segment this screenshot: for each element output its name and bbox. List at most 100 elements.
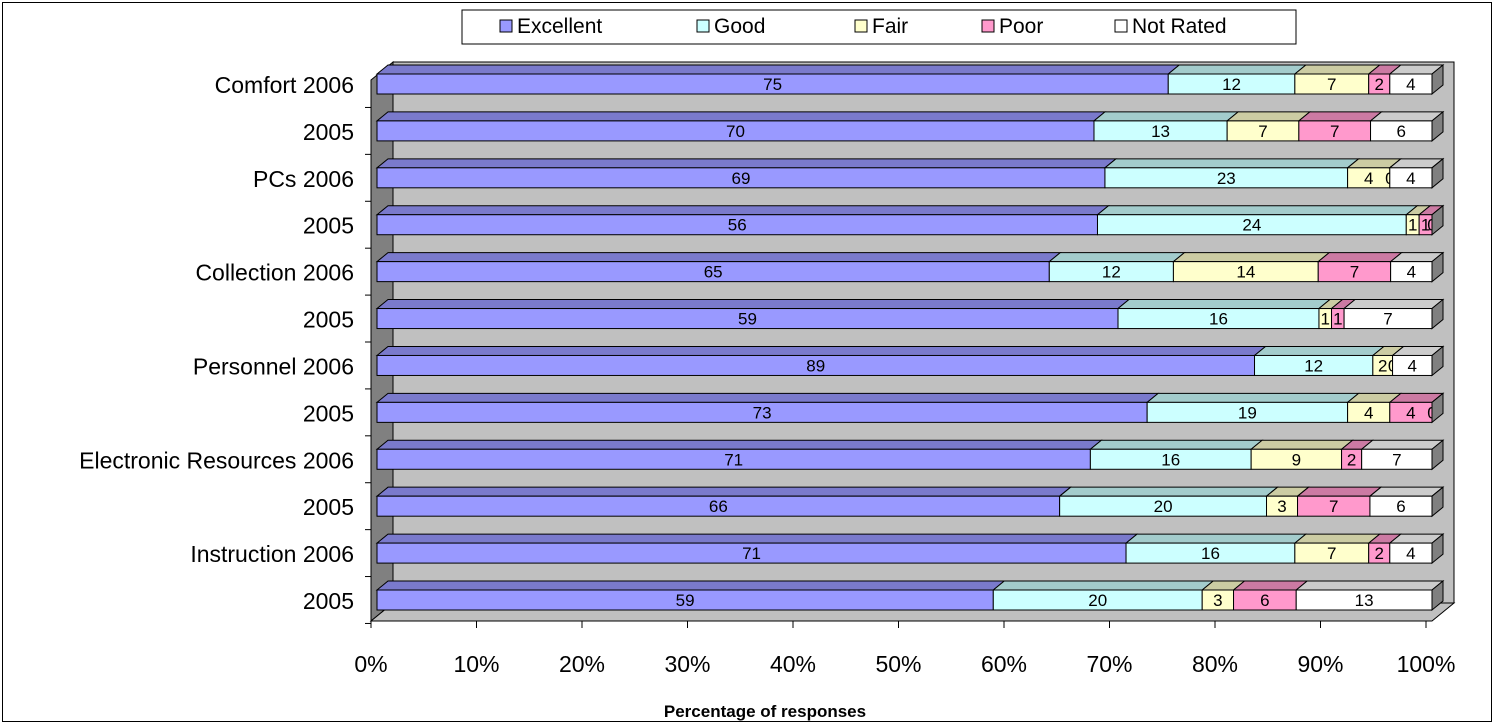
data-label: 89 (806, 356, 825, 375)
data-label: 3 (1213, 591, 1222, 610)
x-tick-label: 30% (664, 651, 710, 677)
legend-swatch (499, 19, 513, 33)
bar-segment: 59 (375, 299, 1131, 330)
data-label: 23 (1217, 169, 1236, 188)
data-label: 2 (1378, 356, 1387, 375)
x-tick-label: 40% (770, 651, 816, 677)
bar-segment: 7 (1293, 533, 1382, 564)
bar-end-cap (1431, 439, 1444, 471)
x-tick-label: 80% (1192, 651, 1238, 677)
bar-row: 71 16 9 2 7 (375, 439, 1445, 471)
category-label: 2005 (303, 213, 354, 239)
bar-segment: 70 (375, 111, 1107, 142)
bar-segment: 12 (1253, 345, 1386, 376)
bar-segment: 1 (1330, 299, 1357, 330)
data-label: 7 (1383, 310, 1392, 329)
bar-segment: 56 (375, 205, 1110, 236)
bar-end-cap (1431, 204, 1444, 236)
legend-box (461, 9, 1297, 45)
x-tick-label: 0% (354, 651, 387, 677)
data-label: 6 (1260, 591, 1269, 610)
data-label: 59 (738, 310, 757, 329)
data-label: 7 (1330, 122, 1339, 141)
data-label: 7 (1258, 122, 1267, 141)
data-label: 16 (1161, 450, 1180, 469)
bar-row: 7319440 (375, 392, 1445, 424)
legend-label: Fair (872, 15, 908, 38)
bar-row: 6923404 (375, 157, 1445, 189)
legend-entry: Fair (854, 15, 908, 38)
legend: Excellent Good Fair Poor Not Rated (461, 9, 1297, 45)
bar-segment: 20 (991, 580, 1215, 611)
bar-end-cap (1431, 110, 1444, 142)
x-tick-label: 20% (559, 651, 605, 677)
data-label: 71 (742, 544, 761, 563)
bar-segment: 59 (375, 580, 1006, 611)
bar-segment: 7 (1296, 486, 1383, 517)
data-label: 7 (1392, 450, 1401, 469)
data-label: 65 (704, 263, 723, 282)
bar-end-cap (1431, 63, 1444, 96)
data-label: 2 (1375, 75, 1384, 94)
bar-segment: 12 (1047, 252, 1186, 283)
data-label: 4 (1364, 169, 1373, 188)
data-label: 59 (676, 591, 695, 610)
category-label: Personnel 2006 (193, 353, 354, 379)
data-label: 73 (753, 403, 772, 422)
category-label: Comfort 2006 (215, 72, 354, 98)
bar-row: 65 12 14 7 4 (375, 251, 1445, 283)
bar-segment: 2 (1367, 533, 1403, 564)
bar-segment: 9 (1249, 439, 1354, 470)
x-axis-title: Percentage of responses (664, 702, 866, 721)
legend-label: Not Rated (1132, 15, 1227, 38)
category-label: Electronic Resources 2006 (79, 447, 354, 473)
bar-segment: 6 (1232, 580, 1309, 611)
legend-entry: Good (696, 15, 765, 38)
data-label: 66 (709, 497, 728, 516)
bar-segment: 2 (1340, 439, 1375, 470)
data-label: 4 (1407, 263, 1416, 282)
bar-row: 59 20 3 6 13 (375, 579, 1445, 612)
category-label: 2005 (303, 400, 354, 426)
data-label: 7 (1327, 75, 1336, 94)
data-label: 75 (763, 75, 782, 94)
data-label: 71 (724, 450, 743, 469)
bar-segment: 13 (1092, 111, 1240, 142)
bar-end-cap (1431, 251, 1444, 283)
bar-end-cap (1431, 579, 1444, 612)
bar-segment: 69 (375, 158, 1118, 189)
data-label: 4 (1408, 356, 1417, 375)
data-label: 4 (1406, 403, 1415, 422)
legend-label: Excellent (517, 15, 602, 38)
bar-segment: 7 (1225, 111, 1312, 142)
data-label: 9 (1292, 450, 1301, 469)
bar-segment: 75 (375, 64, 1181, 95)
bar-segment: 4 (1388, 533, 1445, 564)
data-label: 20 (1154, 497, 1173, 516)
category-label: Collection 2006 (195, 260, 354, 286)
category-label: 2005 (303, 588, 354, 614)
data-label: 69 (732, 169, 751, 188)
data-label: 12 (1222, 75, 1241, 94)
data-label: 14 (1236, 263, 1255, 282)
data-label: 70 (726, 122, 745, 141)
legend-label: Good (714, 15, 765, 38)
bars-layer: 7512724701377669234045624110651214745916… (375, 63, 1445, 612)
x-tick-label: 50% (875, 651, 921, 677)
category-label: PCs 2006 (253, 166, 354, 192)
data-label: 4 (1364, 403, 1373, 422)
data-label: 1 (1333, 310, 1342, 329)
data-label: 4 (1406, 544, 1415, 563)
legend-entry: Not Rated (1114, 15, 1227, 38)
bar-segment: 19 (1145, 392, 1361, 423)
bar-end-cap (1431, 157, 1444, 189)
legend-entry: Excellent (499, 15, 602, 38)
legend-label: Poor (999, 15, 1043, 38)
data-label: 4 (1406, 75, 1415, 94)
bar-segment: 2 (1367, 64, 1403, 95)
category-label: 2005 (303, 494, 354, 520)
data-label: 7 (1350, 263, 1359, 282)
bar-segment: 23 (1103, 158, 1361, 189)
bar-segment: 66 (375, 486, 1073, 517)
